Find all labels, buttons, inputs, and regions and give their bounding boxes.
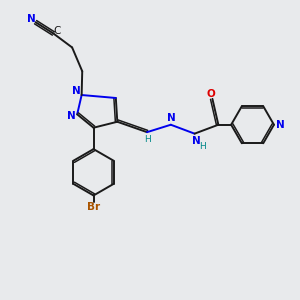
Text: N: N (192, 136, 201, 146)
Text: N: N (27, 14, 36, 24)
Text: C: C (53, 26, 61, 35)
Text: N: N (275, 120, 284, 130)
Text: N: N (72, 86, 81, 96)
Text: H: H (199, 142, 206, 151)
Text: H: H (144, 135, 151, 144)
Text: N: N (167, 113, 176, 123)
Text: Br: Br (87, 202, 100, 212)
Text: N: N (67, 111, 76, 121)
Text: O: O (207, 88, 215, 98)
